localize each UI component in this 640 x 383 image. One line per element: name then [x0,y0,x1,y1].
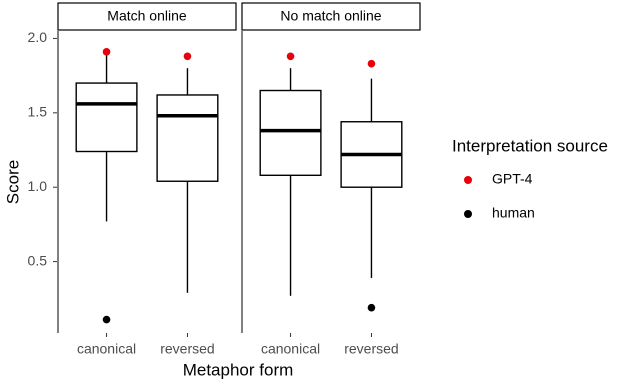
point [183,52,192,61]
point [102,48,111,56]
y-tick-label: 1.0 [28,178,48,194]
strip [241,2,421,31]
facet-title: No match online [280,8,381,24]
legend-label: human [492,205,535,221]
x-tick-label: canonical [261,341,320,357]
legend-title: Interpretation source [452,136,608,155]
y-axis-title: Score [3,160,22,204]
point [286,52,295,61]
point [102,315,111,324]
x-tick-label: reversed [160,341,214,357]
facet-title: Match online [107,8,187,24]
legend-swatch [464,176,472,184]
legend-label: GPT-4 [492,171,533,187]
point [367,59,376,68]
box [259,89,322,177]
x-tick-label: reversed [344,341,398,357]
x-axis-title: Metaphor form [183,360,294,379]
x-tick-label: canonical [77,341,136,357]
box [75,82,138,153]
y-tick-label: 2.0 [28,29,48,45]
box [156,94,219,182]
legend-swatch [464,210,472,218]
y-tick-label: 1.5 [28,104,48,120]
y-tick-label: 0.5 [28,252,48,268]
point [367,303,376,312]
strip [57,2,237,31]
